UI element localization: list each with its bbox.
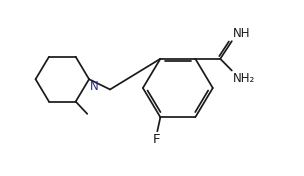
- Text: NH₂: NH₂: [233, 72, 255, 85]
- Text: NH: NH: [233, 27, 250, 40]
- Text: N: N: [90, 80, 99, 93]
- Text: F: F: [153, 133, 161, 146]
